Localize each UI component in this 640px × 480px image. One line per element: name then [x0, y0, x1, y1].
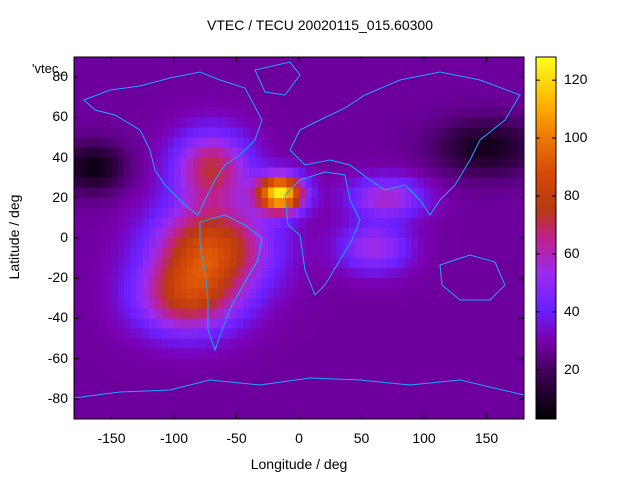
colorbar-tick-label: 80 [564, 187, 580, 203]
y-tick-label: 40 [52, 148, 68, 165]
y-tick-label: 80 [52, 68, 68, 85]
heatmap-image [74, 57, 524, 419]
chart-title: VTEC / TECU 20020115_015.60300 [207, 17, 433, 33]
colorbar-tick-label: 100 [564, 129, 588, 146]
x-tick-label: 50 [353, 430, 370, 446]
x-axis-label: Longitude / deg [250, 456, 348, 472]
x-tick-label: 0 [295, 430, 303, 446]
coastline-north-america [83, 71, 263, 216]
x-tick-label: -100 [159, 430, 189, 446]
coastline-south-america [199, 214, 263, 352]
y-tick-label: -20 [47, 269, 68, 286]
y-tick-label: -40 [47, 309, 68, 326]
colorbar-tick-label: 20 [564, 360, 580, 377]
colorbar-tick-label: 120 [564, 71, 588, 88]
coastline-africa [284, 171, 361, 296]
y-tick-label: -60 [47, 349, 68, 366]
legend-label: 'vtec_ [32, 61, 66, 76]
axis-ticks [74, 57, 524, 419]
x-tick-label: 100 [412, 430, 436, 446]
colorbar-tick-label: 40 [564, 302, 580, 319]
y-tick-label: 60 [52, 108, 68, 125]
x-tick-label: -50 [226, 430, 247, 446]
coastline-australia [439, 254, 506, 301]
coastline-eurasia [289, 71, 521, 216]
colorbar [535, 56, 557, 420]
x-tick-label: -150 [97, 430, 126, 446]
y-tick-label: -80 [47, 389, 68, 406]
coastline-greenland [254, 61, 301, 96]
colorbar-ticks [536, 79, 556, 371]
y-tick-label: 0 [60, 229, 68, 245]
y-tick-label: 20 [52, 188, 68, 205]
coastline-antarctica [73, 377, 525, 399]
x-tick-label: 150 [474, 430, 499, 446]
colorbar-tick-label: 60 [564, 244, 580, 261]
coastline-overlay [73, 61, 525, 399]
